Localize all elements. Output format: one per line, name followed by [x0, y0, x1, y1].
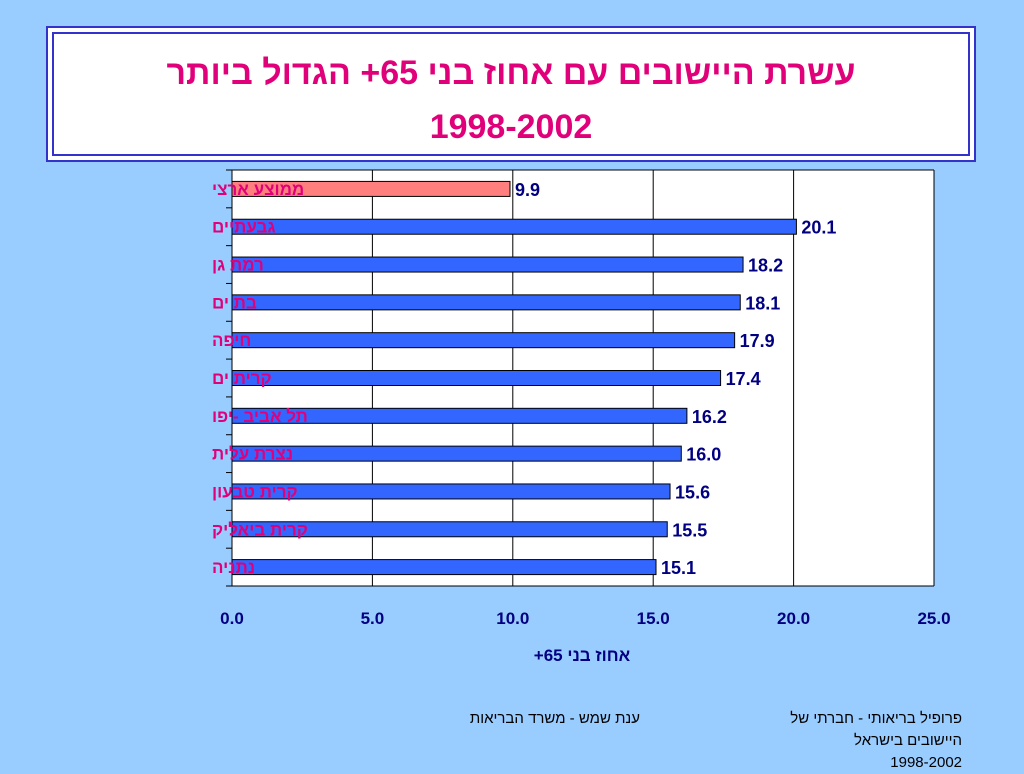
- category-label: ממוצע ארצי: [212, 180, 304, 199]
- bar: [231, 218, 797, 235]
- footer-author: ענת שמש - משרד הבריאות: [469, 710, 640, 727]
- value-label: 15.5: [672, 520, 707, 540]
- x-tick-label: 10.0: [496, 609, 529, 628]
- bar: [231, 256, 744, 273]
- bar: [231, 407, 688, 424]
- category-label: נתניה: [212, 558, 255, 577]
- value-label: 16.0: [686, 445, 721, 465]
- bar: [231, 483, 671, 500]
- footer-source: פרופיל בריאותי - חברתי של היישובים בישרא…: [700, 708, 962, 774]
- footer-source-line3: 1998-2002: [890, 754, 962, 771]
- x-axis-label: אחוז בני 65+: [534, 646, 631, 665]
- bar: [231, 294, 741, 311]
- value-label: 16.2: [692, 407, 727, 427]
- x-tick-label: 5.0: [361, 609, 385, 628]
- chart-subtitle: 1998-2002: [429, 108, 593, 146]
- value-label: 17.9: [740, 331, 775, 351]
- value-label: 15.6: [675, 482, 710, 502]
- category-label: חיפה: [212, 331, 251, 350]
- x-tick-label: 15.0: [637, 609, 670, 628]
- value-label: 9.9: [515, 180, 540, 200]
- bar-chart: 0.0 5.0 10.0 15.0 20.0 25.0 9.9 ממוצע ארצי 20.1 ג…: [212, 169, 951, 665]
- x-tick-label: 0.0: [220, 609, 244, 628]
- value-label: 15.1: [661, 558, 696, 578]
- bar: [231, 445, 682, 462]
- bar: [231, 180, 511, 197]
- bar: [231, 521, 668, 538]
- category-label: רמת גן: [212, 256, 264, 275]
- category-label: קרית ים: [212, 369, 272, 388]
- title-box: עשרת היישובים עם אחוז בני 65+ הגדול ביות…: [46, 26, 976, 162]
- footer-source-line2: היישובים בישראל: [854, 732, 962, 749]
- category-label: קרית ביאליק: [212, 520, 308, 539]
- category-label: תל אביב -יפו: [212, 407, 308, 426]
- value-label: 18.2: [748, 256, 783, 276]
- bar: [231, 370, 722, 386]
- x-tick-label: 25.0: [917, 609, 950, 628]
- value-label: 17.4: [726, 369, 761, 389]
- x-tick-label: 20.0: [777, 609, 810, 628]
- value-label: 18.1: [745, 293, 780, 313]
- category-label: נצרת עלית: [212, 445, 293, 464]
- value-label: 20.1: [801, 218, 836, 238]
- category-label: קרית טבעון: [212, 482, 298, 501]
- bar: [231, 559, 657, 576]
- category-label: גבעתיים: [212, 218, 276, 237]
- footer-source-line1: פרופיל בריאותי - חברתי של: [790, 710, 962, 727]
- chart-title: עשרת היישובים עם אחוז בני 65+ הגדול ביות…: [166, 54, 856, 92]
- category-label: בת ים: [212, 293, 257, 312]
- bar: [231, 332, 736, 349]
